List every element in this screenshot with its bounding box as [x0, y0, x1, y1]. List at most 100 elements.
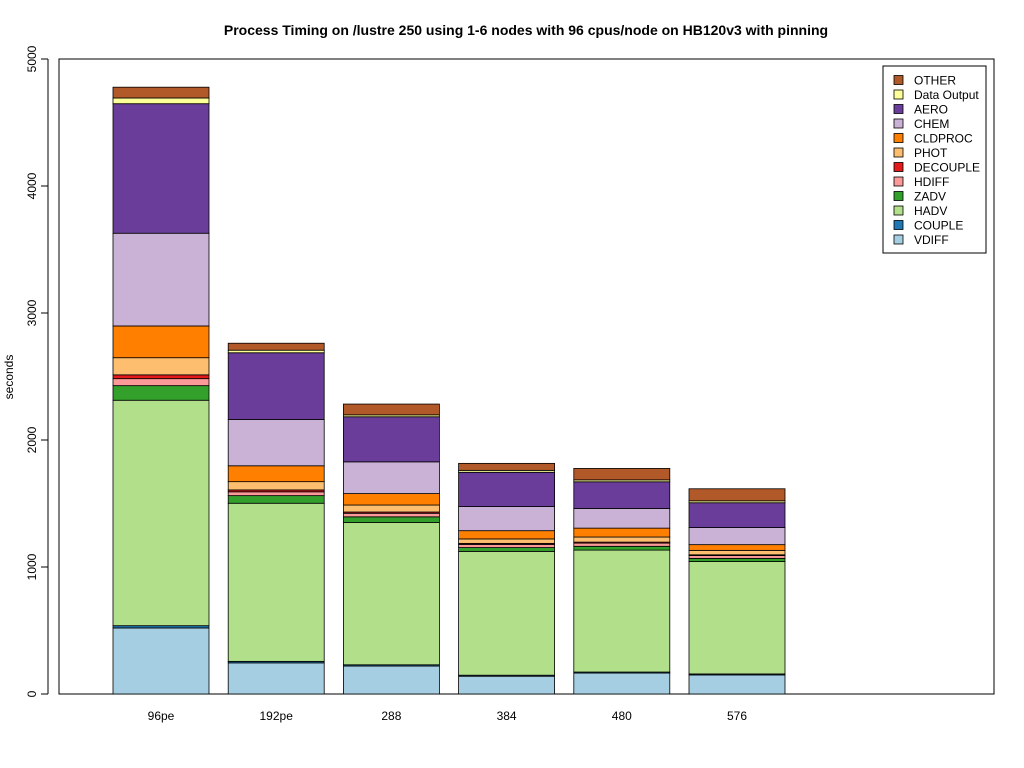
legend-label: HADV: [914, 204, 947, 218]
bar-segment-zadv: [342, 516, 440, 523]
bar-segment-other: [342, 403, 440, 416]
legend-swatch: [893, 147, 904, 158]
y-tick-label: 0: [25, 690, 39, 697]
bar-segment-chem: [573, 508, 671, 529]
x-tick-label: 384: [497, 709, 517, 723]
legend-swatch: [893, 220, 904, 230]
bar-stack: [688, 488, 786, 695]
x-tick-label: 96pe: [148, 709, 175, 723]
bar-segment-aero: [227, 352, 325, 420]
bar-segment-zadv: [688, 557, 786, 562]
bar-segment-other: [227, 342, 325, 351]
bar-segment-vdiff: [342, 665, 440, 695]
bar-segment-vdiff: [227, 662, 325, 695]
bar-segment-hadv: [342, 522, 440, 666]
bar-segment-zadv: [227, 495, 325, 504]
bar-segment-chem: [342, 461, 440, 494]
bar-segment-hdiff: [458, 543, 556, 548]
bar-segment-vdiff: [573, 672, 671, 695]
bar-segment-hdiff: [112, 378, 210, 387]
legend-swatch: [893, 118, 904, 129]
y-axis: 0 1000 2000 3000 4000 5000: [25, 45, 49, 697]
bar-segment-vdiff: [112, 627, 210, 695]
bar-segment-other: [573, 468, 671, 481]
legend-swatch: [893, 205, 904, 216]
bar-segment-vdiff: [688, 674, 786, 695]
legend-swatch: [893, 234, 904, 245]
bar-segment-cldproc: [458, 530, 556, 540]
bar-segment-aero: [688, 502, 786, 528]
legend-label: ZADV: [914, 190, 946, 204]
legend-label: AERO: [914, 103, 948, 117]
bar-stack: [573, 468, 671, 695]
y-tick-label: 4000: [25, 172, 39, 199]
bar-segment-phot: [573, 536, 671, 543]
y-tick-label: 3000: [25, 299, 39, 326]
bar-segment-hdiff: [688, 555, 786, 559]
bar-segment-hadv: [458, 550, 556, 676]
legend-swatch: [893, 176, 904, 187]
y-tick-label: 1000: [25, 553, 39, 580]
legend-label: Data Output: [914, 88, 979, 102]
bar-segment-aero: [573, 481, 671, 509]
legend-swatch: [893, 104, 904, 114]
bar-segment-zadv: [573, 545, 671, 551]
bar-segment-chem: [227, 419, 325, 467]
legend-label: DECOUPLE: [914, 161, 980, 175]
bar-segment-data-output: [112, 97, 210, 105]
bar-segment-phot: [112, 357, 210, 376]
bar-segment-other: [688, 488, 786, 502]
bar-segment-cldproc: [342, 493, 440, 506]
y-tick-label: 5000: [25, 45, 39, 72]
legend-swatch: [893, 133, 904, 143]
bar-segment-phot: [342, 504, 440, 513]
bar-segment-zadv: [112, 385, 210, 401]
x-tick-label: 288: [381, 709, 401, 723]
legend-label: COUPLE: [914, 219, 963, 233]
x-tick-label: 192pe: [260, 709, 294, 723]
bar-stack: [112, 86, 210, 695]
bar-segment-chem: [688, 527, 786, 546]
chart-title: Process Timing on /lustre 250 using 1-6 …: [224, 22, 828, 38]
bar-segment-phot: [688, 549, 786, 556]
bar-segment-hadv: [573, 549, 671, 673]
bar-segment-hadv: [688, 561, 786, 675]
legend-label: CHEM: [914, 117, 949, 131]
x-tick-label: 480: [612, 709, 632, 723]
legend-swatch: [893, 191, 904, 201]
legend-label: CLDPROC: [914, 132, 973, 146]
legend-swatch: [893, 89, 904, 100]
bar-segment-aero: [458, 471, 556, 507]
y-tick-label: 2000: [25, 426, 39, 453]
bar-stack: [342, 403, 440, 695]
y-axis-label: seconds: [2, 355, 16, 400]
bar-segment-hdiff: [342, 512, 440, 518]
bar-segment-hdiff: [227, 491, 325, 497]
bar-segment-cldproc: [573, 527, 671, 538]
bar-segment-chem: [112, 232, 210, 327]
bar-segment-other: [112, 86, 210, 99]
legend-label: OTHER: [914, 74, 956, 88]
bar-segment-aero: [112, 103, 210, 234]
legend-label: VDIFF: [914, 233, 949, 247]
legend-label: PHOT: [914, 146, 948, 160]
bar-segment-hdiff: [573, 542, 671, 547]
x-axis-labels: 96pe 192pe 288 384 480 576: [148, 709, 748, 723]
bar-stack: [227, 342, 325, 695]
bar-segment-aero: [342, 416, 440, 463]
x-tick-label: 576: [727, 709, 747, 723]
legend-swatch: [893, 75, 904, 85]
legend-label: HDIFF: [914, 175, 949, 189]
legend-swatch: [893, 162, 904, 172]
bar-segment-cldproc: [688, 544, 786, 551]
bar-segment-phot: [227, 481, 325, 491]
bar-segment-chem: [458, 506, 556, 532]
bar-segment-decouple: [112, 374, 210, 380]
bar-segment-cldproc: [227, 465, 325, 483]
bar-segment-other: [458, 462, 556, 471]
bar-segment-phot: [458, 538, 556, 544]
bar-segment-vdiff: [458, 675, 556, 695]
bars: [112, 86, 786, 695]
